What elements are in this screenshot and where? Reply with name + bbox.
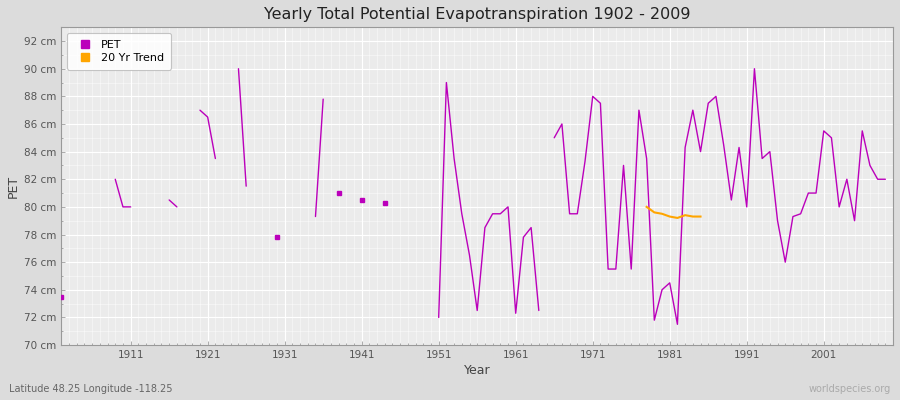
Title: Yearly Total Potential Evapotranspiration 1902 - 2009: Yearly Total Potential Evapotranspiratio…: [264, 7, 690, 22]
Y-axis label: PET: PET: [7, 174, 20, 198]
Text: Latitude 48.25 Longitude -118.25: Latitude 48.25 Longitude -118.25: [9, 384, 173, 394]
X-axis label: Year: Year: [464, 364, 490, 377]
Text: worldspecies.org: worldspecies.org: [809, 384, 891, 394]
Legend: PET, 20 Yr Trend: PET, 20 Yr Trend: [67, 33, 171, 70]
